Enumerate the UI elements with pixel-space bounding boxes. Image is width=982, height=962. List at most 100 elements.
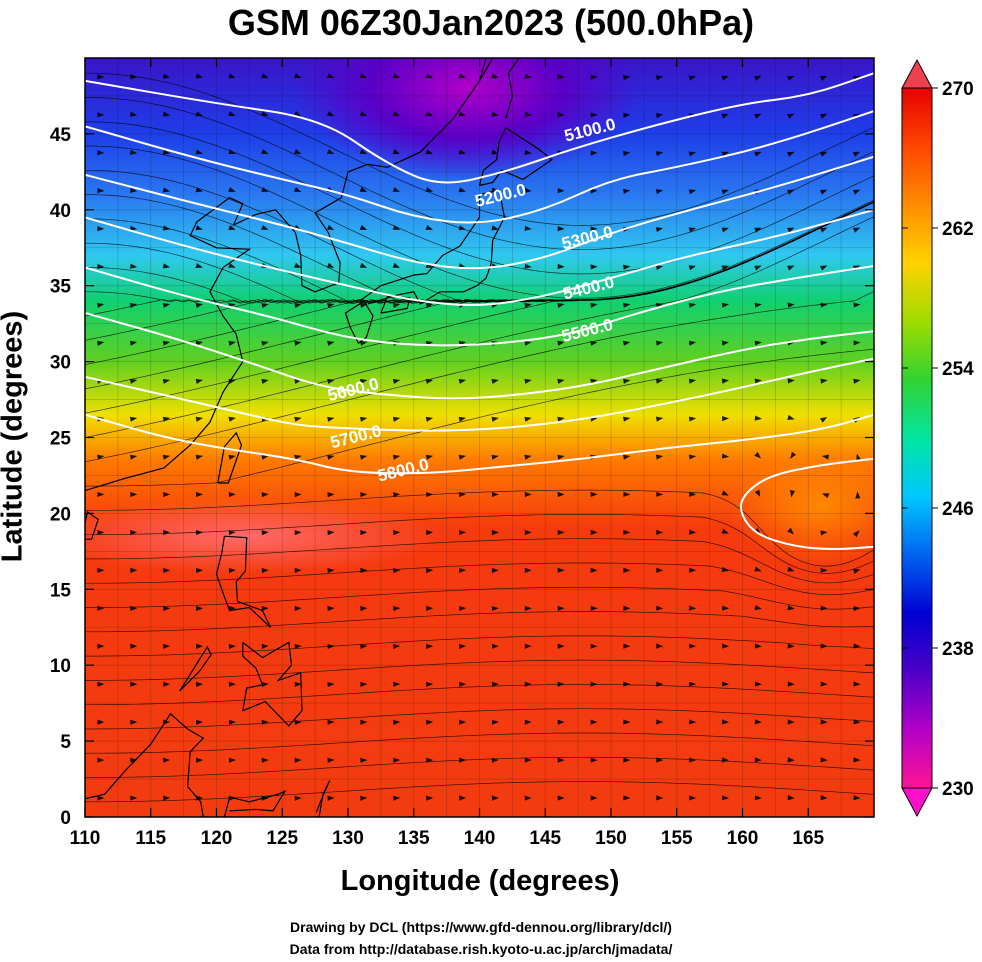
wind-arrow — [557, 454, 565, 460]
wind-arrow — [393, 795, 401, 801]
wind-arrow — [294, 643, 302, 650]
streamline — [85, 586, 874, 610]
wind-arrow — [689, 643, 697, 649]
wind-arrow — [491, 491, 499, 498]
wind-arrow — [491, 378, 499, 384]
wind-arrow — [721, 453, 730, 459]
wind-arrow — [162, 149, 171, 155]
wind-arrow — [590, 188, 598, 194]
wind-arrow — [787, 719, 795, 725]
drawing-credit: Drawing by DCL (https://www.gfd-dennou.o… — [290, 919, 672, 935]
wind-arrow — [196, 491, 204, 498]
wind-arrow — [294, 567, 302, 574]
wind-arrow — [426, 491, 434, 498]
wind-arrow — [524, 416, 532, 422]
streamline — [85, 348, 874, 487]
wind-arrow — [656, 681, 664, 687]
wind-arrow — [458, 149, 466, 155]
wind-arrow — [425, 149, 434, 155]
colorbar-tick-label: 238 — [942, 639, 974, 660]
wind-arrow — [392, 224, 401, 230]
wind-arrow — [162, 340, 171, 346]
wind-arrow — [590, 112, 598, 118]
wind-arrow — [393, 719, 401, 725]
colorbar-max-triangle — [901, 58, 933, 89]
x-tick-label: 115 — [135, 828, 166, 849]
streamline — [85, 72, 874, 226]
y-tick-label: 30 — [50, 353, 71, 374]
wind-arrow — [326, 148, 335, 155]
wind-arrow — [97, 188, 105, 194]
wind-arrow — [294, 340, 302, 346]
colorbar-tick-label: 270 — [942, 79, 974, 100]
wind-arrow — [261, 378, 269, 384]
wind-arrow — [228, 719, 236, 725]
wind-arrow — [655, 378, 664, 384]
wind-arrow — [623, 605, 631, 611]
wind-arrow — [196, 567, 204, 574]
wind-arrow — [655, 227, 664, 233]
contour-line — [85, 72, 874, 184]
wind-arrow — [688, 416, 697, 422]
wind-arrow — [623, 112, 631, 118]
warm-band-shading — [85, 498, 448, 575]
wind-arrow — [820, 227, 828, 233]
wind-arrow — [524, 378, 532, 384]
wind-arrow — [491, 416, 499, 422]
wind-arrow — [359, 340, 368, 346]
wind-arrow — [491, 225, 499, 231]
wind-arrow — [623, 454, 631, 460]
wind-arrow — [590, 681, 598, 687]
wind-arrow — [856, 453, 862, 462]
wind-arrow — [97, 112, 105, 118]
wind-arrow — [459, 643, 467, 649]
wind-arrow — [261, 340, 269, 346]
wind-arrow — [294, 757, 302, 763]
wind-arrow — [163, 529, 171, 536]
wind-arrow — [754, 151, 762, 157]
wind-arrow — [162, 187, 171, 193]
wind-arrow — [327, 605, 335, 612]
wind-arrow — [326, 73, 335, 79]
wind-arrow — [458, 378, 467, 384]
wind-arrow — [130, 681, 138, 687]
wind-arrow — [130, 643, 138, 649]
wind-arrow — [557, 378, 565, 384]
wind-arrow — [294, 110, 302, 117]
wind-arrow — [688, 75, 697, 81]
wind-arrow — [195, 454, 204, 460]
wind-arrow — [590, 567, 598, 573]
colorbar-min-triangle — [901, 787, 933, 818]
wind-arrow — [590, 757, 598, 763]
wind-arrow — [524, 643, 532, 649]
wind-arrow — [195, 149, 203, 155]
data-credit: Data from http://database.rish.kyoto-u.a… — [289, 941, 673, 957]
wind-arrow — [754, 643, 762, 649]
wind-arrow — [261, 643, 269, 649]
y-tick-label: 0 — [60, 808, 71, 829]
wind-arrow — [524, 263, 532, 269]
contour-line — [85, 265, 874, 347]
wind-arrow — [195, 378, 204, 384]
wind-arrow — [524, 302, 532, 309]
wind-arrow — [163, 643, 171, 649]
wind-arrow — [228, 605, 236, 612]
streamline — [85, 489, 874, 567]
wind-arrow — [689, 567, 697, 573]
wind-arrow — [97, 567, 105, 573]
wind-arrow — [196, 643, 204, 649]
wind-arrow — [326, 224, 335, 230]
wind-arrow — [787, 414, 795, 420]
wind-arrow — [721, 490, 729, 496]
wind-arrow — [393, 530, 401, 536]
x-tick-label: 125 — [266, 828, 298, 849]
wind-arrow — [393, 605, 401, 612]
wind-arrow — [853, 795, 861, 801]
y-tick-label: 25 — [50, 429, 72, 450]
wind-arrow — [820, 605, 828, 611]
wind-arrow — [491, 643, 499, 649]
wind-arrow — [459, 491, 467, 498]
wind-arrow — [327, 681, 335, 688]
wind-arrow — [130, 491, 138, 498]
wind-arrow — [590, 491, 598, 497]
